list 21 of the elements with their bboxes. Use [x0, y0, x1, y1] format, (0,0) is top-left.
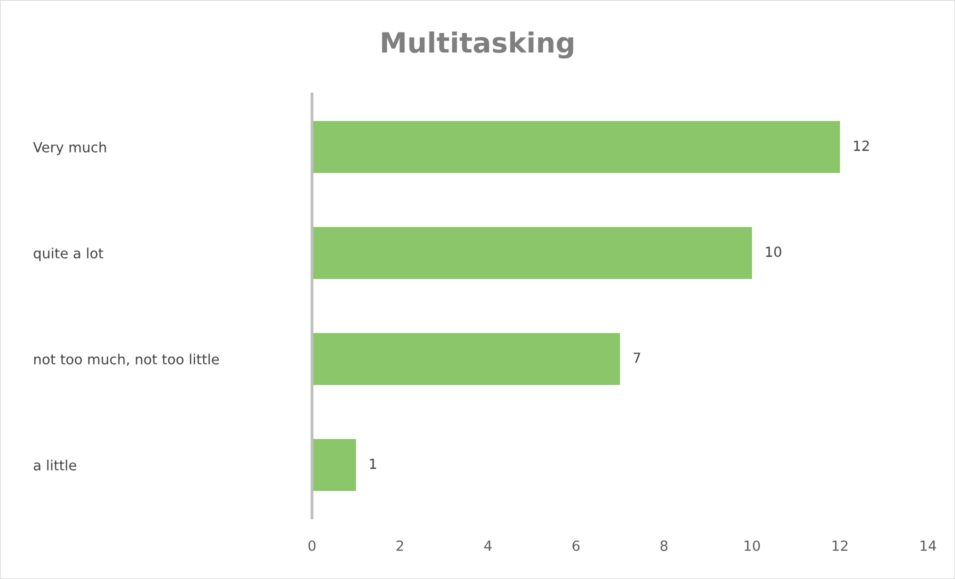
bar: [312, 121, 840, 173]
x-tick-label: 14: [920, 540, 936, 551]
x-tick-label: 12: [832, 540, 848, 551]
data-label: 10: [766, 246, 782, 258]
x-tick-label: 0: [308, 540, 316, 551]
x-tick-label: 4: [484, 540, 492, 551]
bar: [312, 333, 620, 385]
y-tick-label: not too much, not too little: [34, 354, 219, 366]
data-label: 7: [634, 352, 640, 363]
data-label: 12: [854, 140, 869, 151]
x-tick-label: 6: [572, 540, 580, 551]
x-tick-label: 2: [396, 540, 404, 551]
x-tick-label: 8: [660, 540, 668, 551]
data-label: 1: [370, 458, 376, 469]
bar: [312, 439, 356, 491]
y-tick-label: a little: [34, 460, 76, 470]
bar: [312, 227, 752, 279]
y-tick-label: quite a lot: [34, 248, 104, 262]
x-tick-label: 10: [744, 540, 760, 551]
y-tick-label: Very much: [33, 142, 106, 156]
chart-title: Multitasking: [382, 31, 574, 59]
